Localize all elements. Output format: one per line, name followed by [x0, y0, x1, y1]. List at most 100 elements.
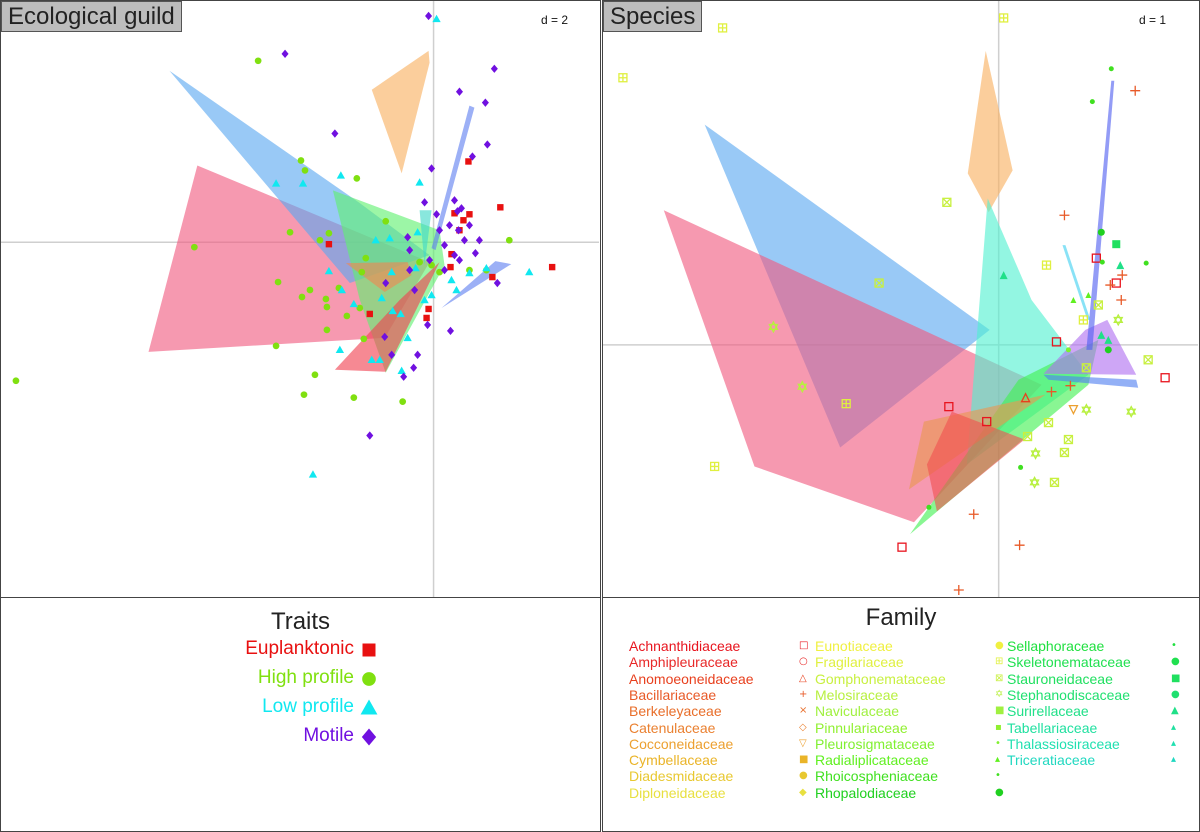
circle-point [311, 371, 319, 379]
species-point [1022, 431, 1033, 442]
species-point [1099, 259, 1105, 265]
family-symbol-icon: ● [799, 770, 808, 782]
square-marker [362, 643, 376, 657]
diamond-point [381, 332, 389, 342]
circle-point [323, 303, 331, 311]
group-hull [966, 198, 1089, 465]
family-symbol-icon: ▴ [1171, 754, 1177, 766]
group-hull [967, 50, 1013, 213]
diamond-point [446, 326, 455, 336]
circle-point [322, 295, 330, 303]
circle-point [362, 254, 370, 262]
legend-title: Traits [270, 608, 331, 635]
grid-scale-label: d = 1 [1139, 13, 1167, 27]
group-hull [908, 394, 1046, 490]
circle-point [190, 243, 198, 251]
species-point [1070, 296, 1077, 303]
group-hull [1062, 245, 1091, 320]
square-point [548, 263, 556, 271]
circle-point [297, 157, 305, 164]
species-point [1089, 99, 1095, 105]
species-point [1085, 292, 1092, 299]
square-point [460, 217, 467, 224]
family-legend-label: Amphipleuraceae [629, 654, 738, 671]
family-legend-label: Berkeleyaceae [629, 703, 722, 720]
family-legend: Family Achnanthidiaceae □ Amphipleuraceae ○… [602, 597, 1200, 832]
circle-marker [362, 672, 376, 686]
family-legend-label: Stephanodiscaceae [1007, 686, 1130, 703]
family-symbol-icon: ▽ [799, 737, 807, 749]
species-point [1113, 313, 1124, 327]
family-legend-label: Eunotiaceae [815, 638, 893, 654]
family-legend-label: Stauroneidaceae [1007, 670, 1113, 687]
family-legend-label: Cocconeidaceae [629, 735, 734, 752]
diamond-point [440, 265, 449, 275]
diamond-point [493, 278, 501, 288]
species-point [1043, 417, 1054, 428]
family-symbol-icon: ▴ [1171, 721, 1177, 733]
square-point [366, 310, 373, 318]
circle-point [436, 268, 443, 276]
diamond-point [414, 350, 422, 359]
triangle-point [420, 295, 429, 304]
triangle-point [396, 309, 405, 318]
species-point [1104, 346, 1112, 354]
species-point [1097, 228, 1105, 236]
species-point [1117, 270, 1128, 281]
family-symbol-icon: ■ [799, 754, 809, 766]
diamond-point [382, 278, 390, 288]
panel-title: Ecological guild [1, 1, 182, 32]
family-legend-label: Diploneidaceae [629, 784, 726, 801]
species-point [1143, 355, 1153, 365]
circle-point [356, 304, 364, 312]
diamond-point [404, 233, 412, 242]
family-legend-label: Thalassiosiraceae [1007, 735, 1120, 752]
family-legend-label: Anomoeoneidaceae [629, 670, 754, 687]
species-plot: Species d = 1 [602, 0, 1200, 599]
diamond-point [440, 241, 449, 250]
diamond-point [445, 221, 454, 230]
family-legend-label: Pleurosigmataceae [815, 735, 935, 752]
diamond-point [388, 350, 396, 359]
circle-point [325, 229, 333, 237]
triangle-point [388, 306, 397, 315]
diamond-point [455, 87, 463, 96]
square-point [466, 211, 473, 218]
diamond-point [410, 363, 418, 372]
triangle-point [413, 228, 422, 236]
circle-point [399, 398, 407, 406]
diamond-point [424, 320, 432, 330]
family-legend-label: Catenulaceae [629, 719, 716, 736]
family-symbol-icon: × [799, 705, 808, 717]
diamond-point [406, 246, 414, 255]
family-symbol-icon: ● [1171, 656, 1180, 668]
triangle-point [375, 355, 384, 363]
species-point [999, 271, 1008, 280]
family-symbol-icon: • [1171, 640, 1177, 651]
species-point [942, 197, 952, 207]
group-hull [1043, 374, 1139, 388]
family-symbol-icon: ✡ [995, 688, 1004, 700]
species-point [1143, 260, 1149, 266]
triangle-point [271, 179, 281, 187]
circle-point [353, 175, 361, 182]
species-point [1014, 540, 1025, 551]
square-point [489, 273, 496, 281]
circle-point [12, 377, 20, 385]
legend-label: Motile [303, 725, 354, 746]
species-point [1116, 294, 1127, 305]
species-point [1046, 386, 1057, 397]
species-point [1081, 363, 1092, 373]
species-point [709, 461, 720, 472]
triangle-point [335, 345, 345, 354]
diamond-point [436, 226, 444, 235]
circle-point [343, 312, 351, 320]
group-hull [1086, 80, 1115, 350]
family-legend-label: Fragilariaceae [815, 654, 904, 671]
legend-title: Family [865, 604, 937, 631]
triangle-point [385, 234, 394, 242]
triangle-point [411, 263, 420, 272]
triangle-point [525, 267, 534, 276]
circle-point [300, 391, 308, 399]
diamond-point [483, 140, 491, 149]
